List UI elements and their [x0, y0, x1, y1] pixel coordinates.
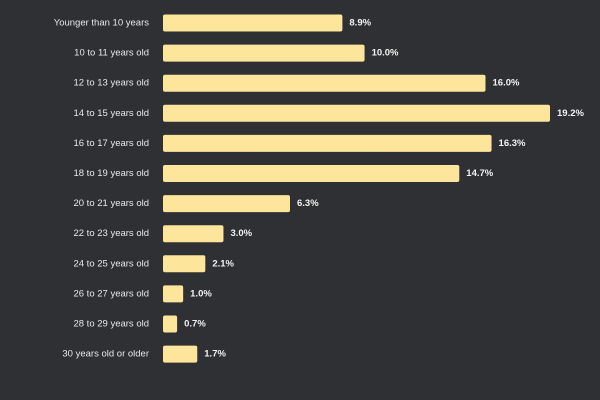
- value-label: 3.0%: [230, 228, 252, 239]
- value-label: 2.1%: [212, 258, 234, 269]
- bar: [163, 74, 486, 92]
- bars: [163, 14, 550, 363]
- value-labels: 8.9% 10.0% 16.0% 19.2% 16.3% 14.7% 6.3% 3.0% 2.1…: [184, 18, 584, 360]
- category-label: 26 to 27 years old: [73, 288, 149, 299]
- bar: [163, 104, 550, 122]
- bar: [163, 255, 206, 273]
- value-label: 8.9%: [349, 18, 371, 29]
- bar: [163, 134, 492, 152]
- category-label: 28 to 29 years old: [73, 319, 149, 330]
- value-label: 6.3%: [297, 198, 319, 209]
- value-label: 10.0%: [372, 48, 399, 59]
- category-label: 14 to 15 years old: [73, 108, 149, 119]
- value-label: 0.7%: [184, 319, 206, 330]
- category-label: 12 to 13 years old: [73, 78, 149, 89]
- bar: [163, 315, 178, 333]
- category-label: 18 to 19 years old: [73, 168, 149, 179]
- category-label: 30 years old or older: [62, 349, 149, 360]
- value-label: 1.0%: [190, 288, 212, 299]
- category-label: 22 to 23 years old: [73, 228, 149, 239]
- value-label: 14.7%: [466, 168, 493, 179]
- category-label: 16 to 17 years old: [73, 138, 149, 149]
- category-labels: Younger than 10 years 10 to 11 years old 1…: [54, 18, 150, 360]
- bar: [163, 165, 460, 182]
- bar: [163, 195, 290, 213]
- bar: [163, 44, 365, 62]
- bar: [163, 345, 198, 363]
- value-label: 19.2%: [557, 108, 584, 119]
- bar: [163, 14, 343, 32]
- category-label: 24 to 25 years old: [73, 258, 149, 269]
- value-label: 1.7%: [204, 349, 226, 360]
- category-label: Younger than 10 years: [54, 18, 150, 29]
- value-label: 16.3%: [499, 138, 526, 149]
- category-label: 10 to 11 years old: [74, 48, 149, 59]
- bar: [163, 285, 184, 303]
- bar: [163, 225, 224, 243]
- value-label: 16.0%: [493, 78, 520, 89]
- category-label: 20 to 21 years old: [73, 198, 149, 209]
